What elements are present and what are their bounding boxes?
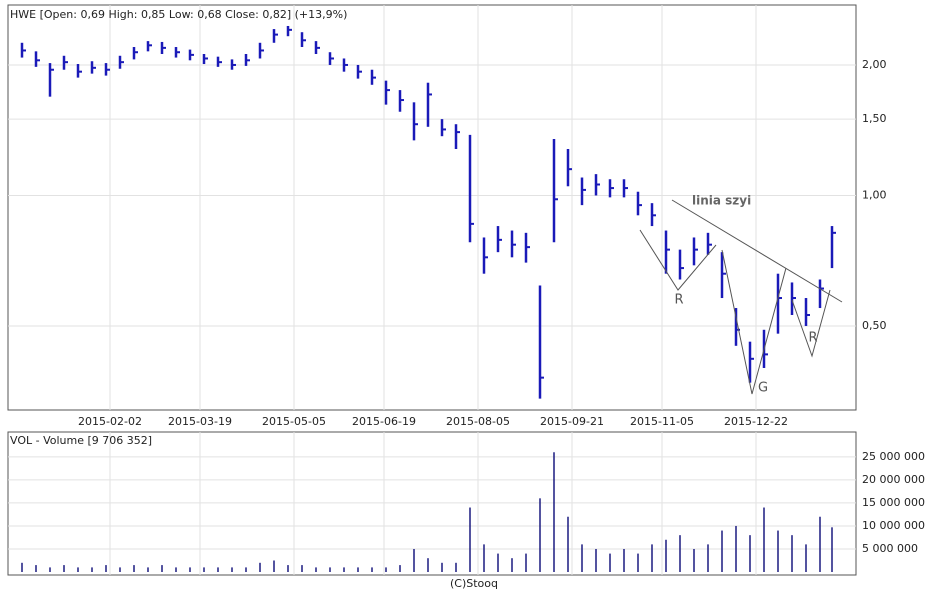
x-tick-label: 2015-06-19 xyxy=(352,415,416,428)
head xyxy=(721,249,787,395)
x-tick-label: 2015-03-19 xyxy=(168,415,232,428)
y-tick-label: 5 000 000 xyxy=(862,542,918,555)
price-panel xyxy=(7,4,857,411)
x-tick-label: 2015-02-02 xyxy=(78,415,142,428)
volume-panel xyxy=(7,431,857,576)
y-tick-label: 2,00 xyxy=(862,58,887,71)
volume-title: VOL - Volume [9 706 352] xyxy=(10,434,152,447)
pattern-lines xyxy=(639,199,843,395)
x-tick-label: 2015-12-22 xyxy=(724,415,788,428)
x-tick-label: 2015-09-21 xyxy=(540,415,604,428)
y-tick-label: 25 000 000 xyxy=(862,450,925,463)
y-tick-label: 1,50 xyxy=(862,112,887,125)
x-tick-label: 2015-08-05 xyxy=(446,415,510,428)
x-tick-label: 2015-05-05 xyxy=(262,415,326,428)
y-tick-label: 1,00 xyxy=(862,188,887,201)
neckline xyxy=(671,199,843,303)
y-tick-label: 15 000 000 xyxy=(862,496,925,509)
footer: (C)Stooq xyxy=(450,577,498,590)
annotation: G xyxy=(758,381,768,396)
annotation: R xyxy=(674,293,683,308)
y-tick-label: 0,50 xyxy=(862,319,887,332)
y-tick-label: 10 000 000 xyxy=(862,519,925,532)
shoulder-right xyxy=(791,289,831,358)
chart-title: HWE [Open: 0,69 High: 0,85 Low: 0,68 Clo… xyxy=(10,8,347,21)
shoulder-left xyxy=(639,229,717,291)
marks xyxy=(20,25,836,573)
grid xyxy=(8,5,856,575)
annotation: linia szyi xyxy=(692,194,751,208)
x-tick-label: 2015-11-05 xyxy=(630,415,694,428)
annotation: R xyxy=(808,331,817,346)
y-tick-label: 20 000 000 xyxy=(862,473,925,486)
